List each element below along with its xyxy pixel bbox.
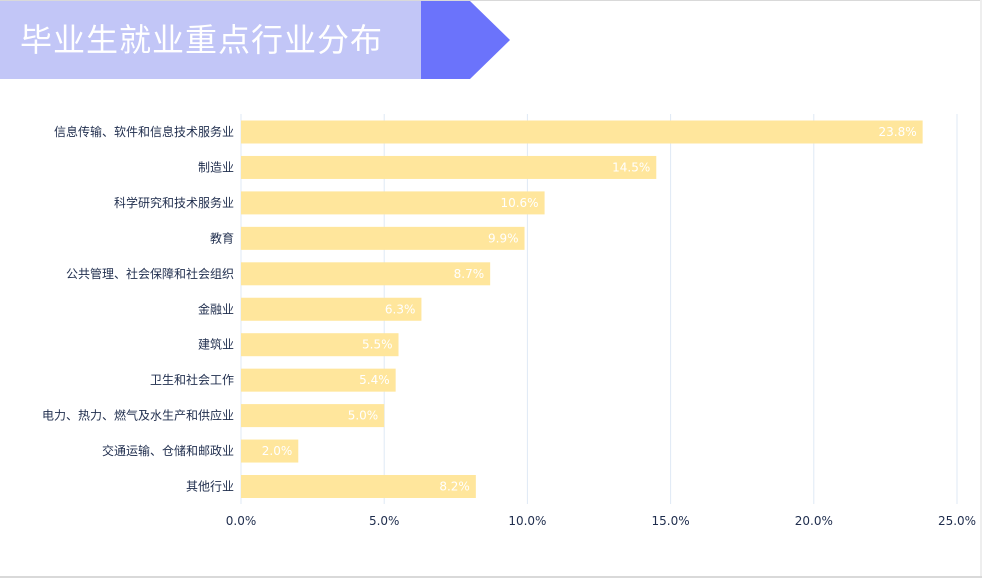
data-label: 6.3% <box>385 302 416 316</box>
category-label: 制造业 <box>198 160 234 174</box>
bar <box>241 333 399 357</box>
data-label: 10.6% <box>500 196 538 210</box>
top-border <box>0 0 982 1</box>
category-label: 其他行业 <box>186 480 234 494</box>
category-label: 金融业 <box>198 301 234 316</box>
category-label: 教育 <box>210 230 234 245</box>
data-label: 8.2% <box>439 480 470 494</box>
x-tick-label: 20.0% <box>795 514 833 528</box>
data-label: 2.0% <box>262 444 293 458</box>
title-banner: 毕业生就业重点行业分布 <box>0 0 520 80</box>
bar <box>241 439 299 463</box>
x-tick-label: 15.0% <box>652 514 690 528</box>
data-label: 8.7% <box>454 267 485 281</box>
data-label: 5.0% <box>348 409 379 423</box>
category-label: 卫生和社会工作 <box>150 372 234 387</box>
right-border <box>980 0 982 578</box>
data-label: 23.8% <box>879 125 917 139</box>
data-label: 14.5% <box>612 160 650 174</box>
category-label: 公共管理、社会保障和社会组织 <box>66 266 234 281</box>
bottom-border <box>0 576 982 578</box>
page-title: 毕业生就业重点行业分布 <box>20 21 384 59</box>
category-label: 科学研究和技术服务业 <box>114 195 234 210</box>
bar <box>241 475 476 498</box>
banner-arrow <box>421 1 510 79</box>
x-tick-label: 0.0% <box>226 514 257 528</box>
bar <box>241 226 525 250</box>
bar <box>241 155 657 179</box>
data-label: 9.9% <box>488 231 519 245</box>
data-label: 5.5% <box>362 338 393 352</box>
bar <box>241 297 422 321</box>
bar <box>241 262 491 286</box>
category-label: 电力、热力、燃气及水生产和供应业 <box>42 408 234 423</box>
category-label: 建筑业 <box>198 337 234 352</box>
banner-background <box>0 1 421 79</box>
category-label: 交通运输、仓储和邮政业 <box>102 443 234 458</box>
bar <box>241 120 923 144</box>
bar <box>241 368 396 392</box>
category-label: 信息传输、软件和信息技术服务业 <box>54 124 234 139</box>
bar <box>241 404 385 428</box>
x-tick-label: 10.0% <box>508 514 546 528</box>
data-label: 5.4% <box>359 373 390 387</box>
banner-shape <box>0 1 510 79</box>
bar <box>241 191 545 215</box>
x-tick-label: 25.0% <box>938 514 976 528</box>
x-tick-label: 5.0% <box>369 514 400 528</box>
